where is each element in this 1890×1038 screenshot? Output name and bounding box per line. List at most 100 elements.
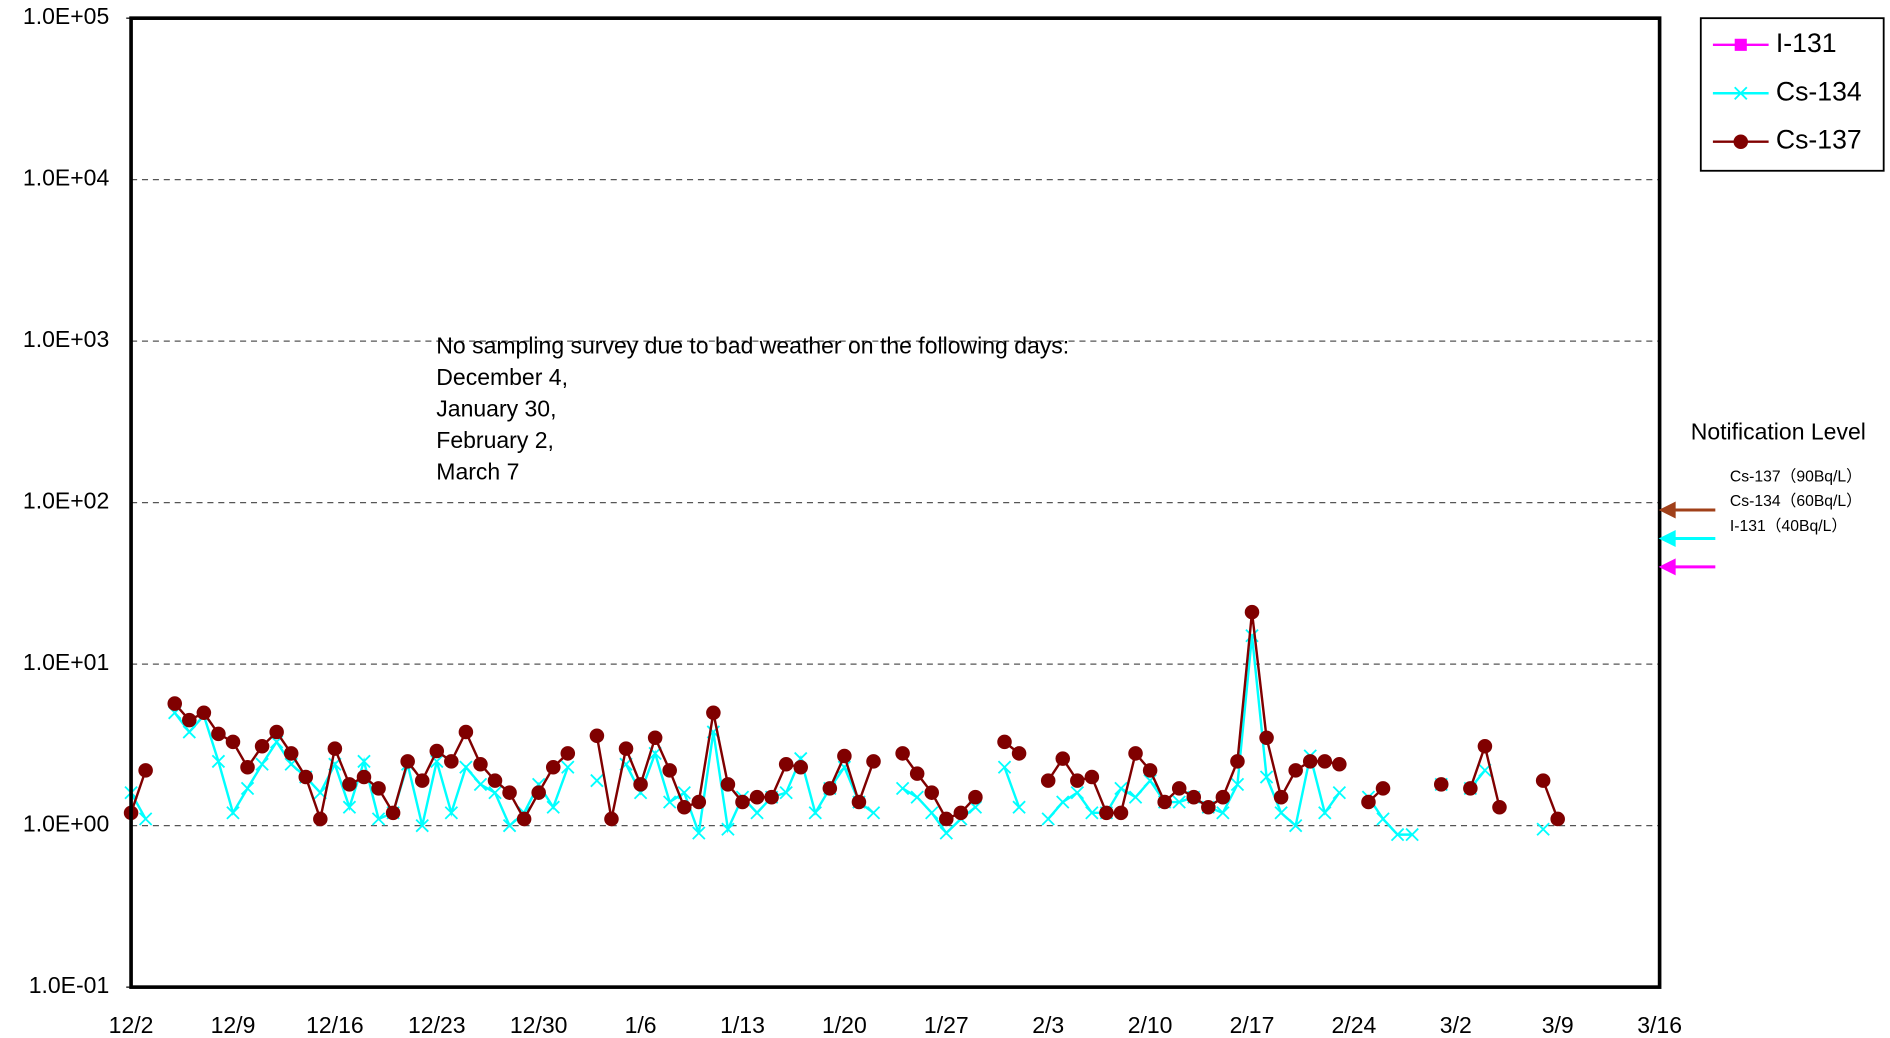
- marker: [721, 822, 735, 836]
- marker: [1477, 739, 1493, 754]
- annotation: January 30,: [436, 396, 556, 422]
- marker: [1273, 789, 1289, 805]
- series-line: [131, 636, 1543, 835]
- marker: [283, 746, 299, 761]
- annotation: March 7: [436, 459, 519, 485]
- marker: [1288, 818, 1303, 833]
- marker: [968, 789, 983, 805]
- marker: [1172, 795, 1186, 809]
- marker: [211, 754, 226, 769]
- marker: [516, 811, 532, 827]
- marker: [1084, 769, 1100, 785]
- marker: [385, 805, 401, 821]
- notification-label: Cs-134（60Bq/L）: [1730, 493, 1862, 510]
- marker: [1288, 763, 1303, 778]
- y-tick-label: 1.0E+00: [23, 811, 109, 837]
- marker: [1332, 785, 1347, 800]
- x-tick-label: 2/24: [1332, 1012, 1377, 1038]
- x-tick-label: 3/2: [1440, 1012, 1472, 1038]
- marker: [953, 805, 969, 821]
- marker: [458, 724, 474, 740]
- marker: [735, 794, 750, 810]
- marker: [414, 773, 430, 788]
- notification-title: Notification Level: [1691, 419, 1866, 445]
- marker: [269, 724, 284, 740]
- marker: [487, 773, 503, 788]
- marker: [939, 826, 953, 840]
- x-tick-label: 3/9: [1542, 1012, 1574, 1038]
- marker: [1230, 754, 1245, 769]
- marker: [1318, 806, 1332, 820]
- marker: [226, 806, 240, 820]
- marker: [778, 756, 794, 772]
- marker: [1142, 763, 1158, 778]
- legend-label: I-131: [1776, 28, 1837, 58]
- x-tick-label: 2/17: [1230, 1012, 1275, 1038]
- marker: [663, 795, 677, 809]
- marker: [837, 748, 852, 764]
- marker: [240, 781, 255, 796]
- marker: [182, 725, 197, 739]
- marker: [749, 789, 765, 805]
- marker: [1128, 746, 1143, 761]
- legend-marker: [1733, 134, 1749, 149]
- marker: [1376, 812, 1390, 826]
- marker: [764, 789, 779, 805]
- y-tick-label: 1.0E-01: [29, 972, 110, 998]
- marker: [895, 746, 910, 761]
- marker: [793, 759, 808, 775]
- marker: [254, 739, 270, 754]
- x-tick-label: 3/16: [1637, 1012, 1682, 1038]
- marker: [1070, 785, 1085, 800]
- marker: [909, 766, 925, 781]
- marker: [808, 806, 822, 820]
- x-tick-label: 1/13: [720, 1012, 765, 1038]
- x-tick-label: 12/23: [408, 1012, 466, 1038]
- marker: [997, 734, 1012, 750]
- marker: [1332, 756, 1347, 772]
- marker: [1070, 773, 1085, 788]
- marker: [1230, 777, 1245, 792]
- x-tick-label: 12/9: [211, 1012, 256, 1038]
- marker: [590, 773, 604, 788]
- marker: [1274, 806, 1288, 820]
- marker: [997, 760, 1012, 774]
- marker: [459, 760, 473, 774]
- marker: [502, 785, 517, 800]
- legend-label: Cs-134: [1776, 76, 1862, 106]
- marker: [167, 696, 183, 711]
- marker: [546, 800, 560, 814]
- marker: [444, 754, 459, 769]
- marker: [371, 781, 386, 796]
- marker: [342, 800, 357, 814]
- legend-marker: [1734, 86, 1748, 100]
- marker: [502, 818, 517, 833]
- marker: [676, 799, 692, 815]
- x-tick-label: 12/30: [510, 1012, 568, 1038]
- x-tick-label: 12/16: [306, 1012, 364, 1038]
- marker: [138, 763, 153, 778]
- marker: [1012, 800, 1026, 814]
- marker: [662, 763, 677, 778]
- marker: [313, 811, 328, 827]
- x-tick-label: 2/10: [1128, 1012, 1173, 1038]
- annotation: February 2,: [436, 427, 554, 453]
- marker: [327, 741, 343, 756]
- marker: [561, 760, 575, 774]
- marker: [1259, 730, 1274, 746]
- y-tick-label: 1.0E+03: [23, 326, 109, 352]
- marker: [1375, 781, 1391, 796]
- marker: [939, 811, 954, 827]
- marker: [1405, 827, 1419, 842]
- marker: [531, 785, 546, 800]
- marker: [182, 712, 197, 728]
- marker: [356, 769, 372, 785]
- marker: [1216, 806, 1230, 820]
- annotation: No sampling survey due to bad weather on…: [436, 333, 1069, 359]
- marker: [1041, 812, 1055, 826]
- legend-marker: [1734, 38, 1747, 51]
- marker: [1550, 811, 1565, 827]
- marker: [1259, 770, 1274, 784]
- y-tick-label: 1.0E+05: [23, 3, 109, 29]
